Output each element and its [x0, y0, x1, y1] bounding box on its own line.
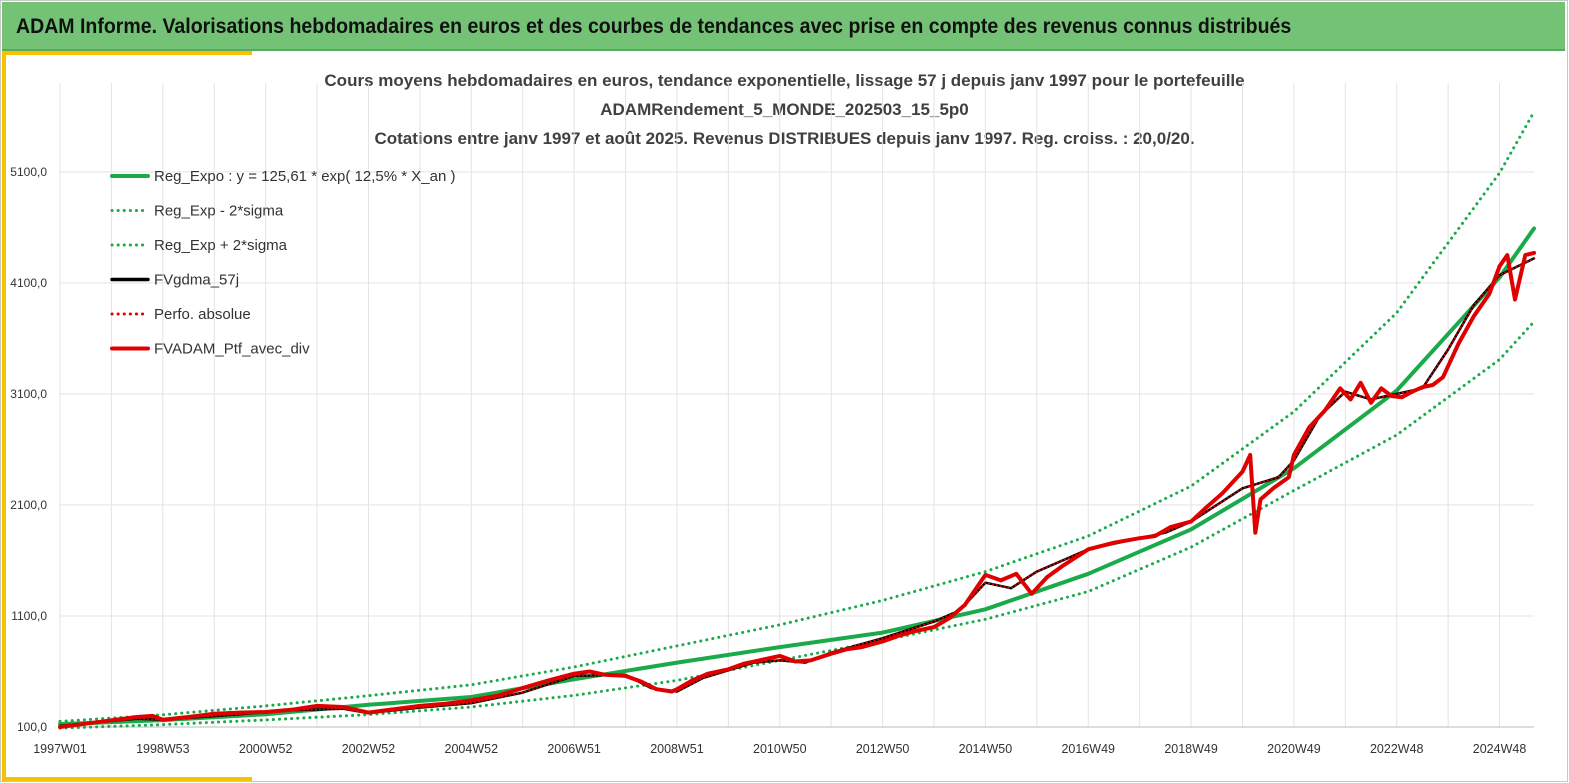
- x-tick-label: 2008W51: [650, 742, 704, 756]
- x-tick-label: 2012W50: [856, 742, 910, 756]
- series-lines: [58, 110, 1536, 730]
- y-tick-label: 100,0: [17, 720, 47, 734]
- x-tick-label: 2020W49: [1267, 742, 1321, 756]
- y-tick-label: 3100,0: [10, 387, 47, 401]
- y-axis-ticks: 100,0 1100,0 2100,0 3100,0 4100,0 5100,0: [10, 165, 47, 734]
- x-tick-label: 2016W49: [1061, 742, 1115, 756]
- legend-label: FVgdma_57j: [154, 272, 239, 289]
- x-tick-label: 2006W51: [547, 742, 601, 756]
- y-tick-label: 2100,0: [10, 498, 47, 512]
- y-tick-label: 4100,0: [10, 276, 47, 290]
- chart-title-line-3: Cotations entre janv 1997 et août 2025. …: [374, 129, 1195, 148]
- x-tick-label: 2022W48: [1370, 742, 1424, 756]
- legend-label: FVADAM_Ptf_avec_div: [154, 341, 310, 358]
- accent-bar-left: [2, 51, 6, 781]
- series-line-5: [58, 250, 1536, 729]
- series-line-0: [58, 226, 1536, 727]
- x-tick-label: 2014W50: [959, 742, 1013, 756]
- x-tick-label: 1997W01: [33, 742, 87, 756]
- y-tick-label: 5100,0: [10, 165, 47, 179]
- y-tick-label: 1100,0: [11, 609, 47, 623]
- series-line-2: [58, 110, 1536, 723]
- series-line-1: [58, 320, 1536, 730]
- x-tick-label: 2010W50: [753, 742, 807, 756]
- legend-label: Reg_Exp - 2*sigma: [154, 203, 284, 220]
- legend-label: Reg_Expo : y = 125,61 * exp( 12,5% * X_a…: [154, 168, 455, 185]
- x-tick-label: 2004W52: [445, 742, 499, 756]
- x-tick-label: 2018W49: [1164, 742, 1218, 756]
- accent-bar-bottom: [2, 777, 252, 781]
- x-tick-label: 2000W52: [239, 742, 293, 756]
- x-tick-label: 1998W53: [136, 742, 190, 756]
- x-axis-ticks: 1997W01 1998W53 2000W52 2002W52 2004W52 2006W…: [33, 742, 1526, 756]
- x-tick-label: 2024W48: [1473, 742, 1527, 756]
- chart-title-line-2: ADAMRendement_5_MONDE_202503_15_5p0: [600, 100, 969, 119]
- banner-title: ADAM Informe. Valorisations hebdomadaire…: [16, 15, 1292, 38]
- legend-label: Reg_Exp + 2*sigma: [154, 237, 288, 254]
- legend-label: Perfo. absolue: [154, 306, 251, 323]
- accent-bar-top: [2, 51, 252, 55]
- header-banner: ADAM Informe. Valorisations hebdomadaire…: [2, 2, 1565, 51]
- series-line-3: [58, 257, 1536, 728]
- grid-lines: [59, 83, 1534, 728]
- legend: Reg_Expo : y = 125,61 * exp( 12,5% * X_a…: [110, 168, 455, 358]
- chart-title-line-1: Cours moyens hebdomadaires en euros, ten…: [324, 71, 1245, 90]
- x-tick-label: 2002W52: [342, 742, 396, 756]
- series-line-4: [59, 257, 1535, 727]
